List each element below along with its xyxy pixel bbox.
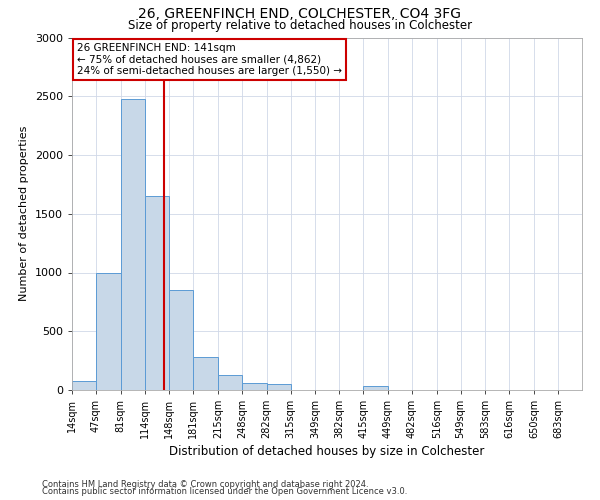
Bar [242,383,267,390]
Bar [193,356,218,390]
Bar [169,290,193,390]
Text: 26 GREENFINCH END: 141sqm
← 75% of detached houses are smaller (4,862)
24% of se: 26 GREENFINCH END: 141sqm ← 75% of detac… [77,43,342,76]
Bar [364,386,388,390]
Bar [96,272,121,390]
Bar [72,381,96,390]
Bar [145,196,169,390]
X-axis label: Distribution of detached houses by size in Colchester: Distribution of detached houses by size … [169,446,485,458]
Bar [218,374,242,390]
Text: Size of property relative to detached houses in Colchester: Size of property relative to detached ho… [128,18,472,32]
Y-axis label: Number of detached properties: Number of detached properties [19,126,29,302]
Text: Contains HM Land Registry data © Crown copyright and database right 2024.: Contains HM Land Registry data © Crown c… [42,480,368,489]
Text: 26, GREENFINCH END, COLCHESTER, CO4 3FG: 26, GREENFINCH END, COLCHESTER, CO4 3FG [139,8,461,22]
Text: Contains public sector information licensed under the Open Government Licence v3: Contains public sector information licen… [42,487,407,496]
Bar [267,384,290,390]
Bar [121,99,145,390]
